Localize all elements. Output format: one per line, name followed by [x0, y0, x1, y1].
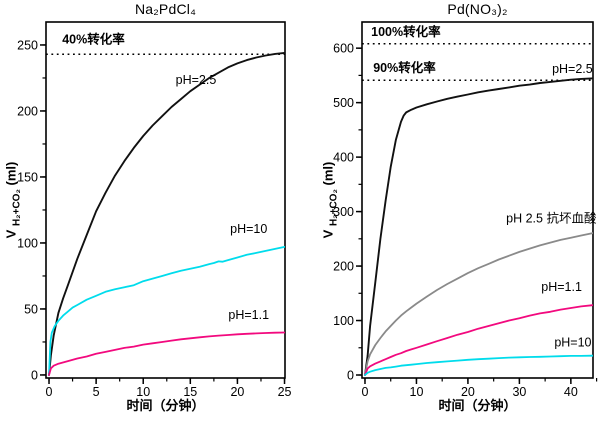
y-tick-label: 200 — [17, 104, 38, 118]
y-tick-label: 0 — [31, 368, 38, 382]
chart-title-left: Na₂PdCl₄ — [135, 1, 196, 17]
x-tick-label: 25 — [278, 385, 292, 399]
series-line-pH=2.5 — [48, 51, 285, 376]
series-label: pH=2.5 — [176, 73, 217, 87]
x-tick-label: 10 — [136, 385, 150, 399]
series-label: pH=1.1 — [541, 280, 582, 294]
y-label-unit: (ml) — [3, 161, 19, 190]
x-axis-label-left: 时间（分钟） — [126, 398, 205, 413]
ref-line-label: 90%转化率 — [373, 60, 436, 75]
series-line-pH 2.5 抗坏血酸 — [364, 232, 593, 376]
y-label-subscript: H₂+CO₂ — [328, 189, 340, 227]
x-axis-label-right: 时间（分钟） — [438, 398, 517, 413]
x-tick-label: 20 — [230, 385, 244, 399]
y-axis-label-right: V H₂+CO₂ (ml) — [321, 162, 340, 239]
chart-panel-1: 0 10 20 30 400100200300400500600100%转化率90%转化… — [333, 21, 598, 399]
y-tick-label: 100 — [17, 236, 38, 250]
x-tick-label: 20 — [461, 385, 475, 399]
series-label: pH=2.5 — [552, 62, 593, 76]
y-tick-label: 400 — [333, 151, 354, 165]
y-tick-label: 100 — [333, 314, 354, 328]
series-label: pH=10 — [230, 222, 267, 236]
series-label: pH=1.1 — [228, 308, 269, 322]
y-label-main: V — [3, 226, 19, 239]
series-label: pH=10 — [554, 336, 591, 350]
x-tick-label: 10 — [410, 385, 424, 399]
y-tick-label: 150 — [17, 170, 38, 184]
y-tick-label: 250 — [17, 38, 38, 52]
y-label-subscript: H₂+CO₂ — [11, 189, 23, 227]
y-tick-label: 50 — [24, 302, 38, 316]
chart-title-right: Pd(NO₃)₂ — [447, 1, 508, 17]
x-tick-label: 40 — [564, 385, 578, 399]
x-tick-label: 0 — [362, 385, 369, 399]
series-line-pH=10 — [48, 245, 285, 376]
y-tick-label: 500 — [333, 96, 354, 110]
y-label-unit: (ml) — [320, 161, 336, 190]
series-line-pH=1.1 — [364, 304, 593, 376]
y-tick-label: 600 — [333, 42, 354, 56]
series-line-pH=1.1 — [48, 331, 285, 376]
plot-border — [361, 21, 594, 379]
y-tick-label: 200 — [333, 260, 354, 274]
y-label-main: V — [320, 226, 336, 239]
ref-line-label: 40%转化率 — [62, 32, 125, 47]
x-tick-label: 0 — [46, 385, 53, 399]
x-tick-label: 30 — [512, 385, 526, 399]
x-tick-label: 15 — [183, 385, 197, 399]
y-axis-label-left: V H₂+CO₂ (ml) — [4, 162, 23, 239]
series-line-pH=2.5 — [364, 77, 593, 376]
x-tick-label: 5 — [93, 385, 100, 399]
plot-border — [45, 21, 286, 379]
ref-line-label: 100%转化率 — [371, 24, 441, 39]
series-line-pH=10 — [364, 354, 593, 376]
series-label: pH 2.5 抗坏血酸 — [506, 210, 597, 225]
y-tick-label: 0 — [347, 369, 354, 383]
y-tick-label: 300 — [333, 205, 354, 219]
